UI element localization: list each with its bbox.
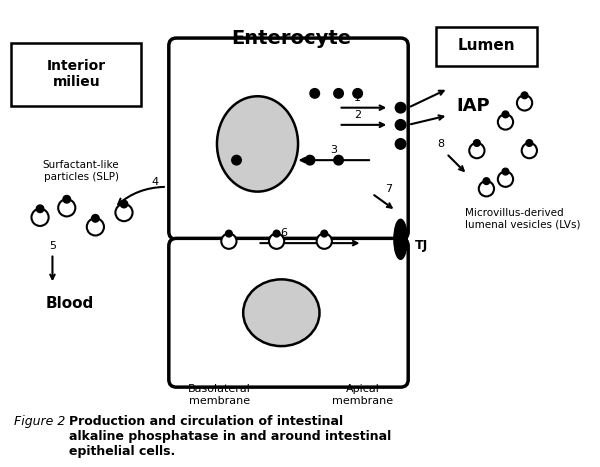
Circle shape bbox=[36, 205, 44, 212]
Circle shape bbox=[498, 171, 513, 187]
Ellipse shape bbox=[243, 279, 320, 346]
Ellipse shape bbox=[217, 96, 298, 191]
Circle shape bbox=[334, 156, 343, 165]
Circle shape bbox=[395, 102, 406, 113]
Circle shape bbox=[310, 89, 320, 98]
Circle shape bbox=[305, 156, 315, 165]
Circle shape bbox=[502, 168, 509, 175]
Text: Enterocyte: Enterocyte bbox=[231, 29, 351, 49]
FancyBboxPatch shape bbox=[169, 238, 408, 387]
FancyBboxPatch shape bbox=[11, 43, 141, 106]
Circle shape bbox=[479, 181, 494, 197]
Text: Production and circulation of intestinal
alkaline phosphatase in and around inte: Production and circulation of intestinal… bbox=[68, 415, 391, 458]
Text: 7: 7 bbox=[386, 184, 392, 194]
Circle shape bbox=[87, 218, 104, 235]
Text: Blood: Blood bbox=[46, 296, 94, 311]
Circle shape bbox=[120, 200, 128, 208]
Circle shape bbox=[317, 234, 332, 249]
Text: IAP: IAP bbox=[456, 97, 490, 115]
Circle shape bbox=[521, 92, 528, 99]
Text: Figure 2: Figure 2 bbox=[14, 415, 74, 428]
Circle shape bbox=[321, 230, 328, 237]
Circle shape bbox=[58, 199, 76, 216]
Circle shape bbox=[473, 140, 480, 146]
Text: 2: 2 bbox=[354, 110, 361, 120]
Text: 6: 6 bbox=[281, 228, 288, 238]
Circle shape bbox=[273, 230, 280, 237]
Circle shape bbox=[502, 111, 509, 118]
FancyBboxPatch shape bbox=[436, 27, 537, 66]
FancyArrowPatch shape bbox=[118, 187, 164, 205]
Circle shape bbox=[63, 196, 71, 203]
Circle shape bbox=[334, 89, 343, 98]
Circle shape bbox=[92, 214, 99, 222]
Text: Interior
milieu: Interior milieu bbox=[47, 59, 106, 89]
Circle shape bbox=[521, 143, 537, 158]
Text: 3: 3 bbox=[331, 145, 337, 156]
Text: Lumen: Lumen bbox=[458, 38, 515, 53]
Circle shape bbox=[221, 234, 236, 249]
Text: Basolateral
membrane: Basolateral membrane bbox=[188, 384, 251, 406]
Circle shape bbox=[498, 114, 513, 130]
Circle shape bbox=[395, 139, 406, 149]
Circle shape bbox=[517, 95, 532, 111]
Text: 4: 4 bbox=[151, 177, 158, 187]
Text: Surfactant-like
particles (SLP): Surfactant-like particles (SLP) bbox=[43, 160, 119, 182]
Circle shape bbox=[226, 230, 232, 237]
FancyBboxPatch shape bbox=[169, 38, 408, 239]
Text: TJ: TJ bbox=[415, 240, 428, 253]
Text: 1: 1 bbox=[354, 93, 361, 103]
Circle shape bbox=[483, 178, 490, 184]
Circle shape bbox=[269, 234, 284, 249]
Text: 8: 8 bbox=[437, 139, 444, 149]
Circle shape bbox=[353, 89, 362, 98]
Circle shape bbox=[395, 120, 406, 130]
Circle shape bbox=[232, 156, 241, 165]
Text: 5: 5 bbox=[49, 241, 56, 251]
Circle shape bbox=[115, 204, 133, 221]
Circle shape bbox=[31, 209, 49, 226]
Circle shape bbox=[526, 140, 533, 146]
Ellipse shape bbox=[394, 219, 407, 259]
Text: Apical
membrane: Apical membrane bbox=[332, 384, 393, 406]
Text: Microvillus-derived
lumenal vesicles (LVs): Microvillus-derived lumenal vesicles (LV… bbox=[466, 208, 581, 229]
Circle shape bbox=[469, 143, 484, 158]
